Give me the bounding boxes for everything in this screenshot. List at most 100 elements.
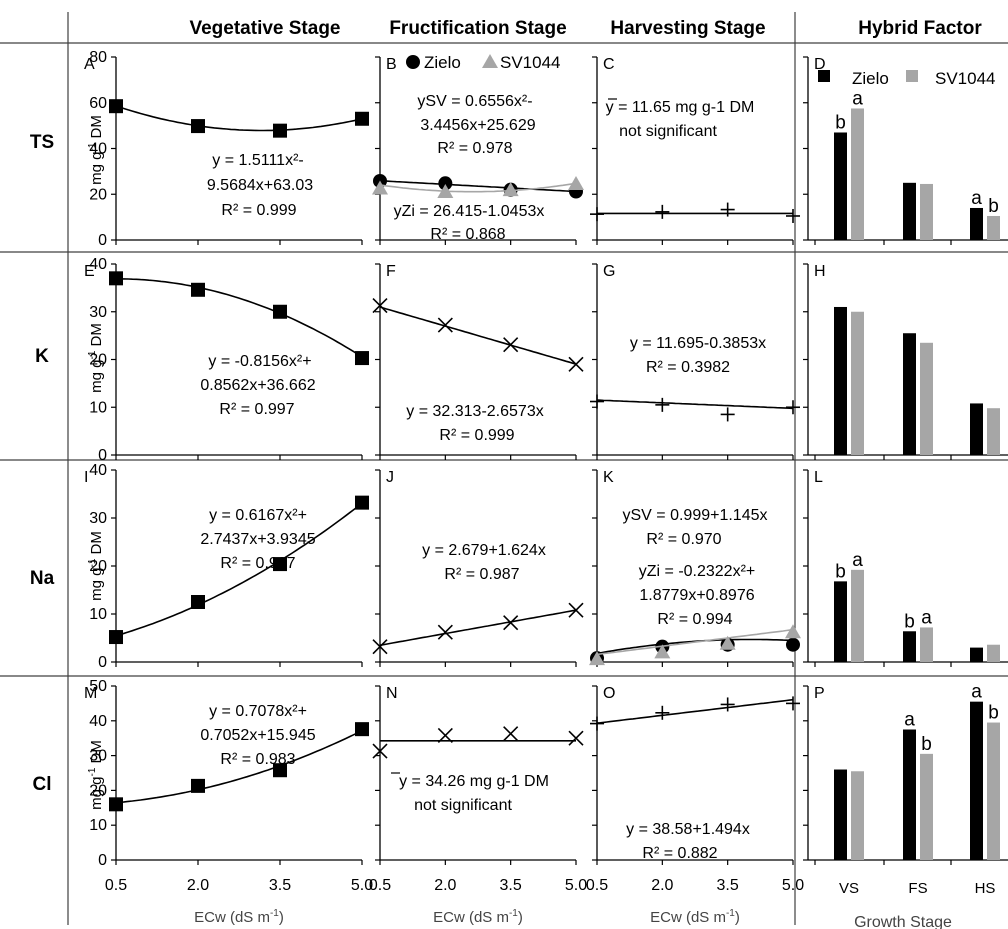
equation-text: R² = 0.978 <box>437 140 512 157</box>
panel-letter: H <box>814 263 826 280</box>
fit-curve <box>596 698 794 724</box>
bar-sv1044 <box>920 183 933 240</box>
equation-text: y = 34.26 mg g-1 DM <box>399 773 549 790</box>
panel-letter: I <box>84 469 88 486</box>
marker-circle <box>438 176 453 191</box>
marker-square <box>191 778 205 793</box>
y-tick-label: 20 <box>89 186 107 203</box>
marker-x <box>568 356 584 372</box>
significance-letter: a <box>852 550 863 571</box>
marker-triangle <box>589 651 605 666</box>
x-tick-label: 5.0 <box>565 877 587 894</box>
y-tick-label: 10 <box>89 399 107 416</box>
y-tick-label: 20 <box>89 558 107 575</box>
marker-triangle <box>437 183 454 198</box>
equation-text: R² = 0.970 <box>646 531 721 548</box>
bar-sv1044 <box>987 722 1000 860</box>
x-tick-label: 2.0 <box>187 877 209 894</box>
marker-square <box>191 595 205 609</box>
equation-text: not significant <box>414 797 512 814</box>
bar-sv1044 <box>851 771 864 860</box>
legend-marker-zielo <box>406 55 420 69</box>
bar-sv1044 <box>920 342 933 455</box>
y-tick-label: 40 <box>89 256 107 273</box>
marker-square <box>109 99 123 114</box>
marker-square <box>273 304 287 319</box>
equation-text: 3.4456x+25.629 <box>420 117 535 134</box>
equation-text: R² = 0.983 <box>220 751 295 768</box>
y-tick-label: 10 <box>89 606 107 623</box>
significance-letter: b <box>988 196 999 217</box>
equation-text: ySV = 0.999+1.145x <box>623 507 768 524</box>
panel-letter: N <box>386 685 398 702</box>
panel-letter: E <box>84 263 95 280</box>
marker-x <box>372 297 388 314</box>
marker-x <box>372 743 388 759</box>
panel-letter: D <box>814 56 826 73</box>
marker-square <box>355 111 369 126</box>
panel-letter: C <box>603 56 615 73</box>
bar-zielo <box>903 182 916 240</box>
row-label: K <box>35 346 49 367</box>
marker-square <box>273 763 287 778</box>
panel-letter: G <box>603 263 615 280</box>
equation-text: R² = 0.994 <box>657 611 732 628</box>
panel-letter: F <box>386 263 396 280</box>
equation-text: R² = 0.997 <box>220 555 295 572</box>
panel-letter: B <box>386 56 397 73</box>
bar-zielo <box>834 306 847 455</box>
y-tick-label: 60 <box>89 95 107 112</box>
equation-text: R² = 0.882 <box>642 845 717 862</box>
marker-square <box>109 271 123 286</box>
equation-text: 0.8562x+36.662 <box>200 377 315 394</box>
y-tick-label: 20 <box>89 352 107 369</box>
x-tick-label: 3.5 <box>717 877 739 894</box>
x-tick-label: 5.0 <box>351 877 373 894</box>
column-header: Harvesting Stage <box>610 18 765 39</box>
fit-curve <box>379 182 577 193</box>
bar-zielo <box>970 701 983 860</box>
legend-label-zielo: Zielo <box>424 53 461 72</box>
significance-letter: b <box>904 611 915 632</box>
equation-text: R² = 0.999 <box>439 427 514 444</box>
equation-text: y = 11.695-0.3853x <box>630 335 766 352</box>
fit-curve <box>115 105 363 132</box>
legend-label-sv1044: SV1044 <box>500 53 561 72</box>
x-tick-label: 0.5 <box>105 877 127 894</box>
bar-zielo <box>903 729 916 860</box>
column-header: Vegetative Stage <box>189 18 340 39</box>
bar-sv1044 <box>920 627 933 662</box>
y-tick-label: 0 <box>98 447 107 464</box>
equation-text: y = 32.313-2.6573x <box>406 403 543 420</box>
legend-marker-zielo <box>818 70 830 82</box>
marker-triangle <box>502 182 519 197</box>
equation-text: R² = 0.987 <box>444 566 519 583</box>
fit-curve <box>596 628 794 656</box>
y-tick-label: 40 <box>89 713 107 730</box>
y-tick-label: 10 <box>89 817 107 834</box>
equation-text: R² = 0.868 <box>430 226 505 243</box>
panel-letter: J <box>386 469 394 486</box>
equation-text: y = 0.6167x²+ <box>209 507 307 524</box>
fit-curve <box>379 609 577 646</box>
row-label: TS <box>30 132 54 153</box>
y-axis-label: mg g-1 DM <box>87 740 105 810</box>
equation-text: 1.8779x+0.8976 <box>639 587 754 604</box>
y-axis-label: mg g-1 DM <box>87 115 105 185</box>
y-tick-label: 40 <box>89 462 107 479</box>
y-tick-label: 30 <box>89 510 107 527</box>
y-tick-label: 40 <box>89 141 107 158</box>
marker-x <box>503 615 519 631</box>
bar-sv1044 <box>920 753 933 860</box>
y-tick-label: 50 <box>89 678 107 695</box>
marker-circle <box>786 637 800 652</box>
equation-text: R² = 0.999 <box>221 202 296 219</box>
marker-x <box>503 726 519 742</box>
equation-text: y = 2.679+1.624x <box>422 542 546 559</box>
marker-square <box>355 722 369 737</box>
y-tick-label: 20 <box>89 782 107 799</box>
bar-sv1044 <box>851 569 864 662</box>
bar-sv1044 <box>987 644 1000 662</box>
equation-text: yZi = 26.415-1.0453x <box>394 203 545 220</box>
